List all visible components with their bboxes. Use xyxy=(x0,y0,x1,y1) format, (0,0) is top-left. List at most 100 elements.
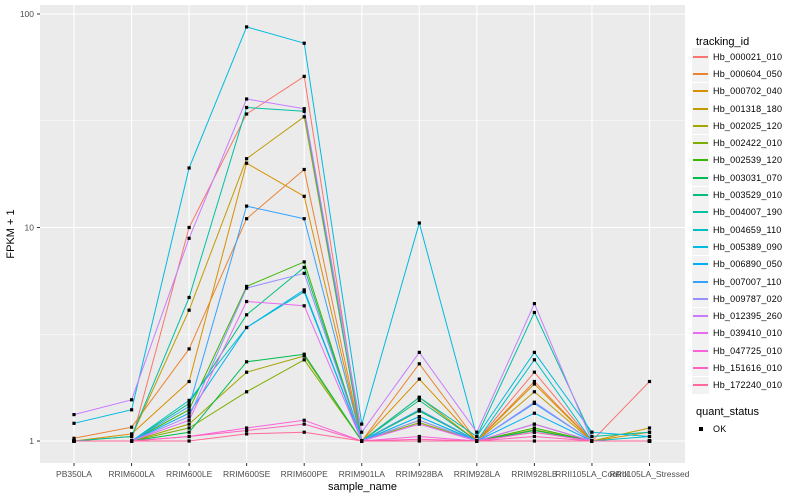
legend-entry-Hb_004659_110: Hb_004659_110 xyxy=(692,221,782,239)
legend-entry-Hb_002025_120: Hb_002025_120 xyxy=(692,117,783,135)
data-point-Hb_012395_260 xyxy=(475,430,479,434)
data-point-Hb_172240_010 xyxy=(475,439,479,443)
legend-key-line-icon xyxy=(692,117,709,135)
data-point-Hb_003031_070 xyxy=(187,430,191,434)
data-point-Hb_047725_010 xyxy=(302,418,306,422)
legend-key-line-icon xyxy=(692,65,709,83)
data-point-Hb_047725_010 xyxy=(245,426,249,430)
data-point-Hb_039410_010 xyxy=(532,422,536,426)
y-tick-label: 10 xyxy=(25,223,35,233)
x-tick-label: RRII105LA_Control xyxy=(555,469,629,479)
data-point-Hb_012395_260 xyxy=(532,302,536,306)
data-point-Hb_001318_180 xyxy=(245,157,249,161)
data-point-Hb_005389_090 xyxy=(187,166,191,170)
legend-key-line-icon xyxy=(692,255,709,273)
data-point-Hb_005389_090 xyxy=(647,434,652,439)
legend-key-line-icon xyxy=(692,342,709,360)
data-point-Hb_002539_120 xyxy=(532,426,536,430)
legend-entry-Hb_172240_010: Hb_172240_010 xyxy=(692,376,783,394)
legend-entry-label: Hb_003031_070 xyxy=(713,172,783,183)
data-point-Hb_002025_120 xyxy=(187,422,191,426)
data-point-Hb_005389_090 xyxy=(532,350,536,354)
legend-entry-label: OK xyxy=(713,423,727,434)
legend-entry-label: Hb_172240_010 xyxy=(713,380,783,391)
data-point-Hb_007007_110 xyxy=(302,217,306,221)
data-point-Hb_039410_010 xyxy=(245,299,249,304)
data-point-Hb_000702_040 xyxy=(187,379,191,384)
legend-entry-Hb_001318_180: Hb_001318_180 xyxy=(692,100,783,118)
y-tick-label: 1 xyxy=(29,436,34,446)
legend-entry-label: Hb_005389_090 xyxy=(713,241,783,252)
data-point-Hb_000021_010 xyxy=(302,74,306,78)
data-point-Hb_009787_020 xyxy=(532,400,536,404)
data-point-Hb_003529_010 xyxy=(417,398,421,402)
legend-panel: tracking_id Hb_000021_010 Hb_000604_050 Hb… xyxy=(690,0,800,500)
data-point-Hb_003031_070 xyxy=(532,428,536,433)
legend-key-line-icon xyxy=(692,186,709,204)
data-point-Hb_002422_010 xyxy=(245,390,249,394)
legend-entry-Hb_000702_040: Hb_000702_040 xyxy=(692,82,782,100)
legend-entry-label: Hb_009787_020 xyxy=(713,293,783,304)
legend-entry-label: Hb_047725_010 xyxy=(713,345,783,356)
legend-entry-label: Hb_002025_120 xyxy=(713,120,783,131)
legend-entry-Hb_000021_010: Hb_000021_010 xyxy=(692,48,782,66)
data-point-Hb_000702_040 xyxy=(417,377,421,381)
data-point-Hb_000604_050 xyxy=(245,217,249,221)
data-point-Hb_000702_040 xyxy=(532,382,536,386)
data-point-Hb_009787_020 xyxy=(245,286,249,290)
legend-entry-Hb_009787_020: Hb_009787_020 xyxy=(692,290,783,308)
data-point-Hb_012395_260 xyxy=(187,236,191,240)
data-point-Hb_007007_110 xyxy=(187,404,191,409)
x-tick-label: RRIM928BA xyxy=(396,469,444,479)
data-point-Hb_001318_180 xyxy=(187,308,191,312)
x-axis-title: sample_name xyxy=(328,481,397,493)
data-point-Hb_003529_010 xyxy=(302,265,306,269)
data-point-Hb_012395_260 xyxy=(417,350,421,354)
x-tick-label: PB350LA xyxy=(56,469,92,479)
data-point-Hb_004007_190 xyxy=(302,109,306,113)
data-point-Hb_039410_010 xyxy=(417,422,421,426)
legend-key-line-icon xyxy=(692,290,709,308)
legend-entry-Hb_004007_190: Hb_004007_190 xyxy=(692,203,782,221)
x-tick-label: RRIM600LE xyxy=(166,469,213,479)
data-point-Hb_039410_010 xyxy=(187,418,191,422)
data-point-Hb_012395_260 xyxy=(360,430,364,434)
data-point-Hb_000021_010 xyxy=(647,379,652,384)
data-point-Hb_004007_190 xyxy=(130,434,134,439)
data-point-Hb_002422_010 xyxy=(302,358,306,362)
data-point-Hb_001318_180 xyxy=(302,115,306,119)
legend-entry-Hb_039410_010: Hb_039410_010 xyxy=(692,324,782,342)
data-point-Hb_151616_010 xyxy=(417,437,421,441)
x-tick-label: RRIM928LB xyxy=(511,469,558,479)
legend-entry-Hb_047725_010: Hb_047725_010 xyxy=(692,342,783,360)
legend-key-line-icon xyxy=(692,48,709,66)
data-point-Hb_004007_190 xyxy=(417,395,421,399)
legend-entry-Hb_151616_010: Hb_151616_010 xyxy=(692,359,782,377)
data-point-Hb_002025_120 xyxy=(302,354,306,358)
legend-items-quant-status: OK xyxy=(692,420,726,437)
data-point-Hb_004659_110 xyxy=(187,398,191,402)
data-point-Hb_151616_010 xyxy=(187,434,191,439)
data-point-Hb_002539_120 xyxy=(302,260,306,264)
data-point-Hb_047725_010 xyxy=(417,434,421,439)
line-chart-panel: 1 10 100 PB350LA RRIM600LA RRIM600LE RRIM600SE… xyxy=(5,5,690,493)
legend-entry-label: Hb_003529_010 xyxy=(713,190,783,201)
data-point-Hb_039410_010 xyxy=(302,304,306,308)
data-point-Hb_002025_120 xyxy=(245,370,249,374)
data-point-Hb_004659_110 xyxy=(302,290,306,294)
data-point-Hb_151616_010 xyxy=(245,428,249,433)
data-point-Hb_005389_090 xyxy=(590,430,594,434)
data-point-Hb_006890_050 xyxy=(245,325,249,330)
data-point-Hb_172240_010 xyxy=(72,439,76,443)
data-point-Hb_004659_110 xyxy=(532,358,536,362)
data-point-Hb_005389_090 xyxy=(130,408,134,412)
x-tick-label: RRII105LA_Stressed xyxy=(610,469,690,479)
x-tick-label: RRIM600SE xyxy=(223,469,271,479)
legend-entry-Hb_003031_070: Hb_003031_070 xyxy=(692,169,783,187)
data-point-Hb_006890_050 xyxy=(187,411,191,415)
data-point-Hb_003529_010 xyxy=(187,401,191,405)
data-point-Hb_172240_010 xyxy=(245,432,249,436)
data-point-Hb_000604_050 xyxy=(130,425,134,429)
data-point-Hb_000604_050 xyxy=(532,379,536,384)
legend-entry-label: Hb_001318_180 xyxy=(713,103,783,114)
